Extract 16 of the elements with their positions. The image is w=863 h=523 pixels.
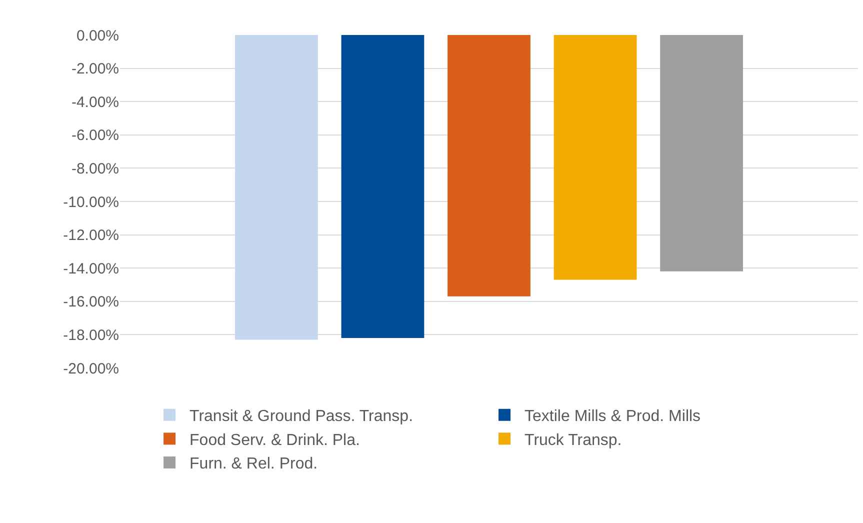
legend-label: Textile Mills & Prod. Mills xyxy=(524,408,701,426)
y-tick-label: -14.00% xyxy=(63,260,119,278)
legend-label: Food Serv. & Drink. Pla. xyxy=(190,432,360,449)
y-tick-label: 0.00% xyxy=(76,27,119,44)
y-tick-label: -12.00% xyxy=(63,227,119,244)
y-tick-label: -4.00% xyxy=(71,94,119,111)
legend-label: Furn. & Rel. Prod. xyxy=(190,456,318,473)
y-tick-label: -16.00% xyxy=(63,294,119,311)
y-tick-label: -18.00% xyxy=(63,326,119,344)
y-tick-label: -20.00% xyxy=(63,360,119,378)
y-tick-label: -10.00% xyxy=(63,194,119,211)
legend-label: Transit & Ground Pass. Transp. xyxy=(190,408,414,426)
y-tick-label: -8.00% xyxy=(71,160,119,178)
y-tick-label: -6.00% xyxy=(71,127,119,144)
y-tick-label: -2.00% xyxy=(71,60,119,78)
legend-label: Truck Transp. xyxy=(524,432,622,449)
